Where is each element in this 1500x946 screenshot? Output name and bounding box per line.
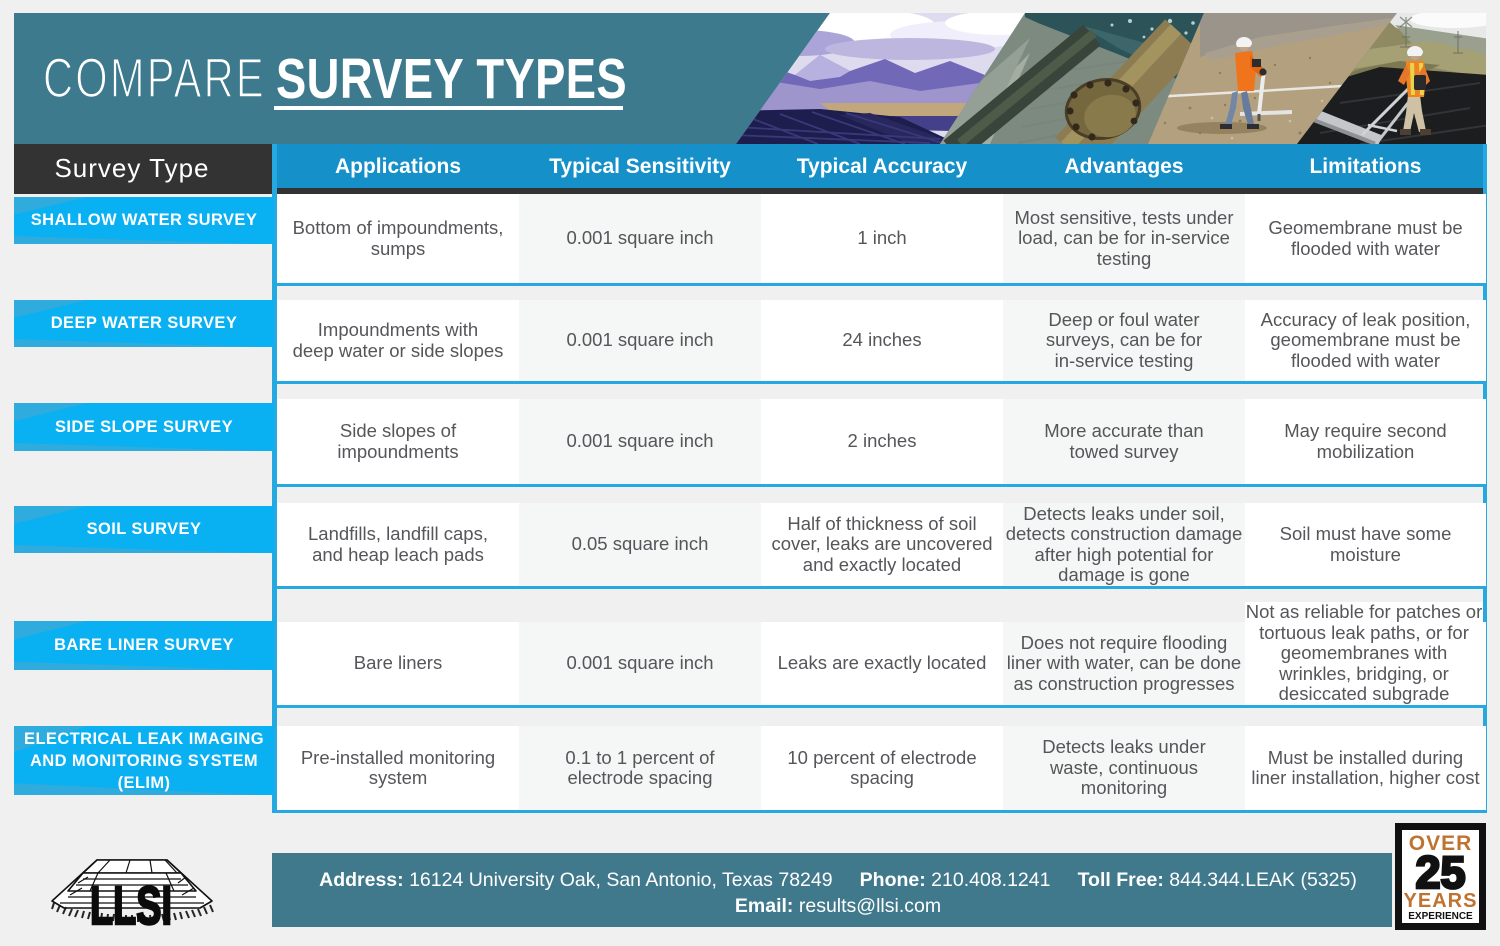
svg-text:LLSI: LLSI bbox=[90, 876, 172, 928]
